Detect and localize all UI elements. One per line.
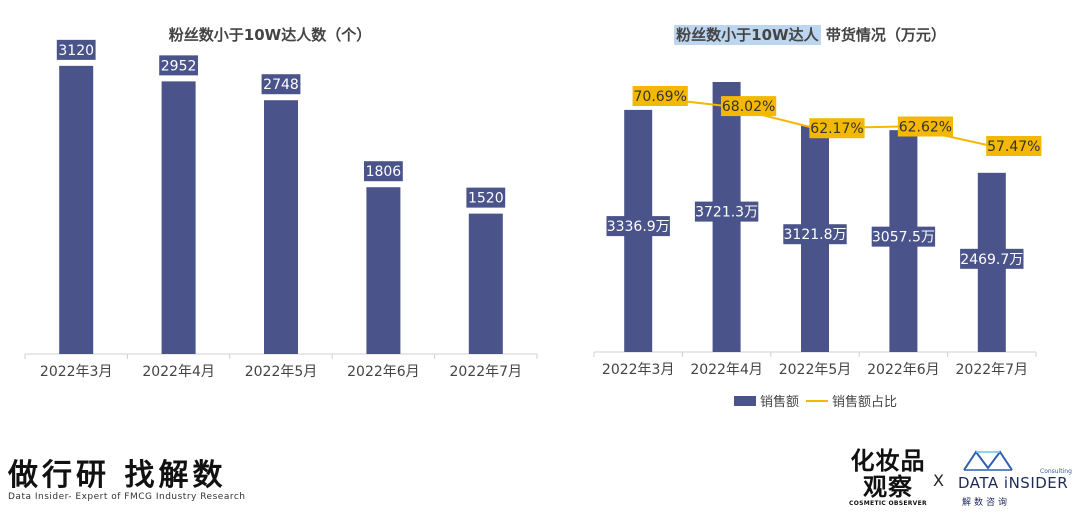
chart2-x-tick-label: 2022年3月 bbox=[602, 362, 675, 378]
chart1-x-tick-label: 2022年6月 bbox=[347, 364, 420, 380]
chart2-line-data-label: 62.17% bbox=[810, 121, 863, 137]
chart2-title-rest: 带货情况（万元） bbox=[820, 26, 946, 44]
chart1-x-tick-label: 2022年4月 bbox=[142, 364, 215, 380]
chart2-bar-data-label-bg bbox=[871, 226, 936, 247]
footer-tagline: Data Insider- Expert of FMCG Industry Re… bbox=[8, 492, 246, 502]
chart2-line-data-label-bg bbox=[809, 118, 865, 139]
chart2-legend-bar-swatch bbox=[734, 396, 756, 406]
chart2-legend-bar-label: 销售额 bbox=[760, 394, 799, 410]
chart1-data-label-bg bbox=[261, 74, 301, 95]
chart2-line-data-label: 62.62% bbox=[899, 120, 952, 136]
chart1-data-label: 3120 bbox=[58, 43, 94, 59]
chart2-bar-data-label-bg bbox=[783, 224, 847, 245]
brand1-cn-line2: 观察 bbox=[863, 472, 913, 501]
chart1-x-tick-label: 2022年3月 bbox=[40, 364, 113, 380]
brand2-cn: 解数咨询 bbox=[962, 498, 1011, 508]
chart2-line-data-label-bg bbox=[897, 116, 953, 137]
chart1-bar bbox=[468, 213, 503, 354]
chart2-legend-line-label: 销售额占比 bbox=[832, 394, 897, 410]
chart2-line-data-label-bg bbox=[632, 86, 688, 106]
brand1-cn-line1: 化妆品 bbox=[850, 446, 926, 475]
chart1-data-label: 1806 bbox=[366, 164, 402, 180]
chart1-data-label-bg bbox=[364, 161, 403, 182]
chart1-bar bbox=[264, 100, 298, 355]
chart1-data-label: 2952 bbox=[161, 58, 197, 74]
brand2-consulting: Consulting bbox=[1040, 468, 1072, 475]
chart1-bar bbox=[366, 187, 401, 354]
data-insider-mark-icon bbox=[963, 450, 1013, 471]
chart1-bar bbox=[161, 81, 196, 354]
chart2-x-tick-label: 2022年6月 bbox=[867, 362, 940, 378]
chart2-bar-data-label: 3336.9万 bbox=[607, 219, 670, 235]
chart2-line-data-label: 57.47% bbox=[987, 139, 1040, 155]
chart2-x-tick-label: 2022年4月 bbox=[690, 362, 763, 378]
chart1-x-tick-label: 2022年5月 bbox=[245, 364, 318, 380]
chart1-bar bbox=[59, 65, 94, 354]
chart1-x-tick-label: 2022年7月 bbox=[450, 364, 523, 380]
chart2-bar-data-label-bg bbox=[606, 216, 670, 237]
chart2-bar-data-label: 3721.3万 bbox=[695, 205, 758, 221]
brand-separator: X bbox=[933, 471, 944, 490]
chart2-title-highlight: 粉丝数小于10W达人 bbox=[674, 25, 821, 45]
chart2-line-data-label-bg bbox=[721, 96, 777, 117]
chart2-x-tick-label: 2022年5月 bbox=[779, 362, 852, 378]
chart1-data-label: 1520 bbox=[468, 191, 504, 207]
chart2-bar-data-label: 3121.8万 bbox=[784, 227, 847, 243]
chart2-title: 粉丝数小于10W达人 带货情况（万元） bbox=[540, 24, 1080, 45]
chart1-data-label: 2748 bbox=[263, 77, 299, 93]
cosmetic-observer-logo: 化妆品 观察 COSMETIC OBSERVER bbox=[848, 446, 928, 508]
chart2-bar-data-label-bg bbox=[694, 201, 759, 222]
chart2-bar-data-label: 2469.7万 bbox=[960, 252, 1023, 268]
charts-canvas: 3120 2022年3月 2952 2022年4月 2748 2022年5月 1806 202… bbox=[24, 39, 1042, 410]
brand1-en: COSMETIC OBSERVER bbox=[849, 500, 927, 507]
brand2-name: DATA iNSIDER bbox=[958, 474, 1069, 492]
chart1-data-label-bg bbox=[466, 187, 506, 208]
chart1-data-label-bg bbox=[56, 39, 96, 60]
chart2-line-data-label-bg bbox=[986, 136, 1042, 156]
chart1-title: 粉丝数小于10W达人数（个） bbox=[168, 26, 372, 44]
chart2-x-tick-label: 2022年7月 bbox=[956, 362, 1029, 378]
footer-slogan: 做行研 找解数 bbox=[8, 458, 227, 493]
chart2-line-data-label: 70.69% bbox=[634, 89, 687, 105]
chart2-line-data-label: 68.02% bbox=[722, 99, 775, 115]
chart2-bar-data-label-bg bbox=[960, 248, 1024, 269]
chart1-data-label-bg bbox=[159, 55, 198, 76]
chart2-bar-data-label: 3057.5万 bbox=[872, 230, 935, 246]
